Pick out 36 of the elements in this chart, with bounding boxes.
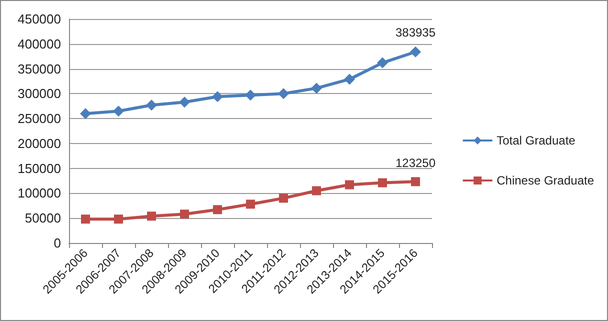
y-tick-label: 300000 — [18, 86, 61, 102]
point — [81, 214, 90, 224]
point — [411, 177, 420, 186]
point — [179, 96, 190, 108]
data-label: 383935 — [395, 25, 436, 40]
point — [345, 180, 354, 190]
y-tick-label: 450000 — [18, 12, 61, 26]
point — [245, 90, 256, 101]
point — [147, 212, 156, 221]
y-tick-label: 400000 — [18, 36, 61, 52]
point — [378, 178, 387, 188]
point — [377, 57, 388, 68]
point — [80, 108, 91, 120]
y-tick-label: 200000 — [18, 136, 61, 151]
data-label: 123250 — [395, 156, 436, 170]
point — [410, 46, 421, 58]
point — [311, 82, 322, 94]
point — [279, 194, 288, 203]
point — [114, 214, 123, 224]
y-tick-label: 50000 — [24, 210, 61, 226]
point — [312, 186, 321, 196]
point — [344, 74, 355, 85]
point — [212, 91, 223, 102]
legend-label: Chinese Graduate — [496, 174, 594, 188]
y-tick-label: 150000 — [18, 160, 61, 176]
legend-label: Total Graduate — [496, 134, 576, 148]
y-tick-label: 100000 — [18, 186, 61, 201]
point — [278, 88, 289, 100]
point — [146, 100, 157, 111]
y-tick-label: 350000 — [18, 61, 61, 76]
point — [246, 200, 255, 209]
y-tick-label: 250000 — [18, 111, 61, 126]
point — [213, 205, 222, 214]
point — [113, 106, 124, 117]
point — [180, 210, 189, 219]
y-tick-label: 0 — [54, 236, 61, 250]
